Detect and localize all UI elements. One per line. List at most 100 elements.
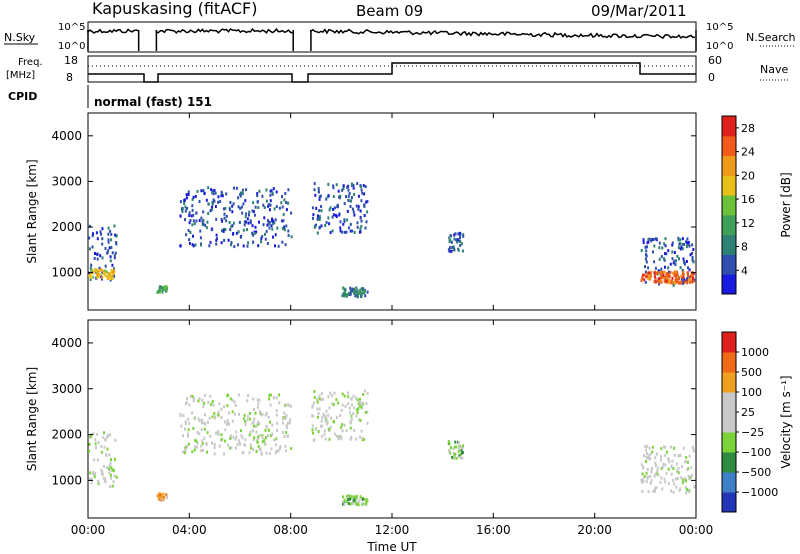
power-echo-cell — [196, 189, 199, 193]
velocity-echo-cell — [311, 428, 314, 432]
velocity-echo-cell — [641, 489, 644, 493]
power-echo-cell — [343, 287, 346, 291]
velocity-echo-cell — [211, 415, 214, 419]
velocity-panel-frame — [87, 319, 697, 519]
power-echo-cell — [680, 245, 683, 249]
velocity-echo-cell — [670, 472, 673, 476]
power-echo-cell — [229, 201, 232, 204]
power-y-tick-label: 2000 — [51, 220, 82, 234]
power-echo-cell — [212, 189, 215, 193]
power-echo-cell — [200, 189, 203, 193]
power-echo-cell — [272, 187, 275, 191]
power-echo-cell — [676, 254, 679, 258]
velocity-echo-cell — [105, 466, 108, 470]
power-echo-cell — [270, 189, 273, 193]
power-echo-cell — [287, 188, 290, 192]
power-echo-cell — [327, 194, 330, 198]
power-echo-cell — [251, 231, 254, 235]
velocity-echo-cell — [95, 446, 97, 450]
power-colorbar-bin — [722, 274, 736, 295]
velocity-echo-cell — [290, 404, 292, 408]
velocity-echo-cell — [330, 416, 332, 420]
power-echo-cell — [364, 185, 367, 189]
power-echo-cell — [688, 275, 691, 279]
power-echo-cell — [245, 212, 248, 216]
velocity-echo-cell — [689, 476, 692, 480]
power-echo-cell — [159, 285, 162, 289]
power-echo-cell — [283, 228, 286, 232]
power-echo-cell — [251, 209, 254, 213]
velocity-echo-cell — [223, 405, 226, 409]
power-echo-cell — [225, 214, 228, 218]
power-colorbar-bin — [722, 254, 736, 275]
power-echo-cell — [681, 237, 684, 241]
velocity-echo-cell — [676, 477, 679, 480]
velocity-colorbar-tick-label: 100 — [741, 386, 762, 399]
power-echo-cell — [246, 217, 249, 221]
power-echo-cell — [688, 244, 691, 248]
power-colorbar-bin — [722, 135, 736, 157]
velocity-echo-cell — [229, 434, 232, 438]
velocity-echo-cell — [661, 465, 664, 469]
velocity-echo-cell — [682, 446, 685, 450]
power-echo-cell — [100, 232, 102, 236]
power-echo-cell — [329, 206, 332, 210]
power-echo-cell — [356, 182, 359, 185]
power-echo-cell — [272, 235, 274, 239]
velocity-echo-cell — [686, 488, 688, 492]
power-echo-cell — [188, 241, 191, 245]
velocity-echo-cell — [102, 435, 105, 439]
power-echo-cell — [691, 251, 693, 255]
power-y-axis-label: Slant Range [km] — [25, 159, 39, 263]
velocity-echo-cell — [224, 420, 226, 424]
velocity-echo-cell — [285, 449, 287, 453]
power-echo-cell — [187, 229, 190, 232]
velocity-echo-cell — [654, 456, 657, 460]
power-echo-cell — [349, 229, 352, 233]
power-echo-cell — [353, 291, 356, 295]
velocity-echo-cell — [289, 418, 292, 422]
velocity-echo-cell — [692, 445, 694, 449]
power-echo-cell — [277, 244, 280, 248]
velocity-echo-cell — [366, 391, 369, 395]
power-echo-cell — [665, 272, 668, 276]
velocity-echo-cell — [197, 417, 200, 421]
power-echo-cell — [192, 195, 195, 199]
power-echo-cell — [316, 231, 319, 235]
power-echo-cell — [665, 252, 668, 256]
velocity-echo-cell — [282, 417, 284, 421]
power-echo-cell — [244, 215, 247, 219]
velocity-echo-cell — [321, 424, 324, 428]
velocity-echo-cell — [206, 450, 209, 454]
velocity-echo-cell — [284, 417, 287, 420]
velocity-echo-cell — [179, 414, 182, 418]
velocity-echo-cell — [324, 416, 327, 420]
velocity-echo-cell — [663, 445, 665, 449]
power-echo-cell — [285, 224, 288, 228]
power-echo-cell — [673, 259, 676, 263]
power-echo-cell — [181, 208, 184, 212]
power-echo-cell — [246, 228, 248, 232]
power-echo-cell — [232, 221, 235, 225]
freq-trace — [88, 62, 696, 83]
velocity-echo-cell — [349, 502, 352, 506]
velocity-echo-cell — [311, 414, 313, 418]
power-echo-cell — [664, 275, 667, 279]
power-colorbar-tick-label: 16 — [741, 193, 755, 206]
power-echo-cell — [272, 221, 274, 225]
power-echo-cell — [230, 243, 233, 247]
power-echo-cell — [338, 213, 341, 217]
velocity-echo-cell — [94, 442, 97, 446]
velocity-echo-cell — [248, 451, 251, 455]
power-echo-cell — [683, 260, 686, 264]
velocity-echo-cell — [278, 393, 281, 397]
velocity-echo-cell — [681, 481, 684, 485]
power-echo-cell — [643, 278, 646, 282]
power-echo-cell — [249, 219, 252, 223]
power-echo-cell — [222, 228, 225, 231]
power-echo-cell — [676, 280, 679, 284]
power-echo-cell — [658, 282, 661, 286]
velocity-echo-cell — [350, 435, 353, 439]
power-echo-cell — [360, 188, 363, 192]
power-echo-cell — [89, 275, 92, 279]
